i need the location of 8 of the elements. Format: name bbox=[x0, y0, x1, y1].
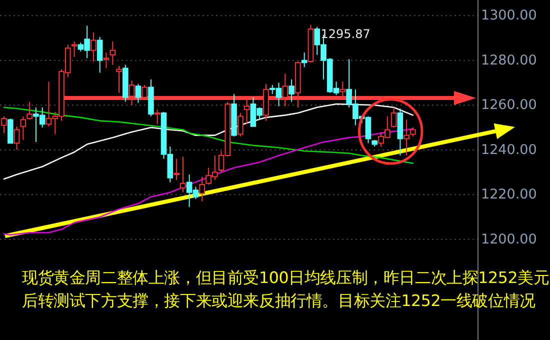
y-tick-label: 1240.00 bbox=[481, 142, 537, 158]
y-tick-label: 1280.00 bbox=[481, 52, 537, 68]
annotation: 1295.87 bbox=[320, 26, 370, 41]
y-tick-label: 1300.00 bbox=[481, 8, 537, 24]
y-tick-label: 1220.00 bbox=[481, 186, 537, 203]
y-tick-label: 1260.00 bbox=[481, 97, 537, 114]
annotation: 现货黄金周二整体上涨，但目前受100日均线压制，昨日二次上探1252美元后转测试下方支撑，接下来或迎来反抽行情。目标关注1252一线破位情况 bbox=[22, 267, 550, 312]
y-tick-label: 1200.00 bbox=[481, 231, 537, 248]
